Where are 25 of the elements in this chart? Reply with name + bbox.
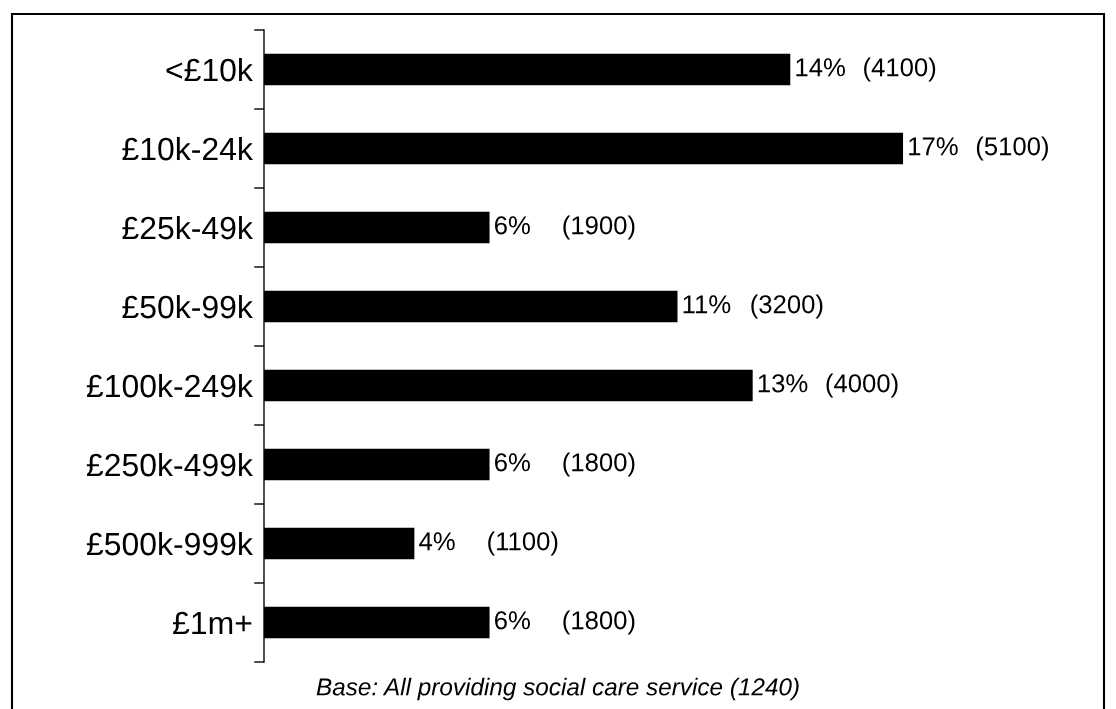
- y-tick-label: £100k-249k: [86, 373, 253, 398]
- annotation: (5100): [976, 136, 1048, 161]
- y-tick-label: £1m+: [173, 611, 252, 635]
- y-tick-label: £250k-499k: [86, 452, 253, 477]
- data-label: 13%: [758, 374, 808, 393]
- y-tick-label: £500k-999k: [86, 531, 253, 556]
- data-label: 6%: [495, 611, 530, 630]
- y-tick-label: £50k-99k: [122, 294, 253, 319]
- text: Base: All providing social care service (1240): [316, 677, 799, 701]
- data-label: 17%: [909, 137, 958, 156]
- data-label: 14%: [796, 58, 845, 77]
- annotation: (1900): [563, 215, 635, 240]
- annotation: (4100): [864, 57, 936, 82]
- annotation: (4000): [826, 373, 898, 398]
- y-tick-label: £25k-49k: [122, 215, 253, 240]
- data-label: 11%: [683, 295, 731, 314]
- annotation: (1100): [488, 531, 558, 556]
- annotation: (3200): [751, 294, 823, 319]
- data-label: 4%: [419, 532, 455, 551]
- data-label: 6%: [495, 216, 530, 235]
- y-tick-label: £10k-24k: [122, 136, 253, 161]
- data-label: 6%: [495, 453, 530, 472]
- y-tick-label: <£10k: [166, 57, 253, 82]
- annotation: (1800): [563, 610, 635, 635]
- annotation: (1800): [563, 452, 635, 477]
